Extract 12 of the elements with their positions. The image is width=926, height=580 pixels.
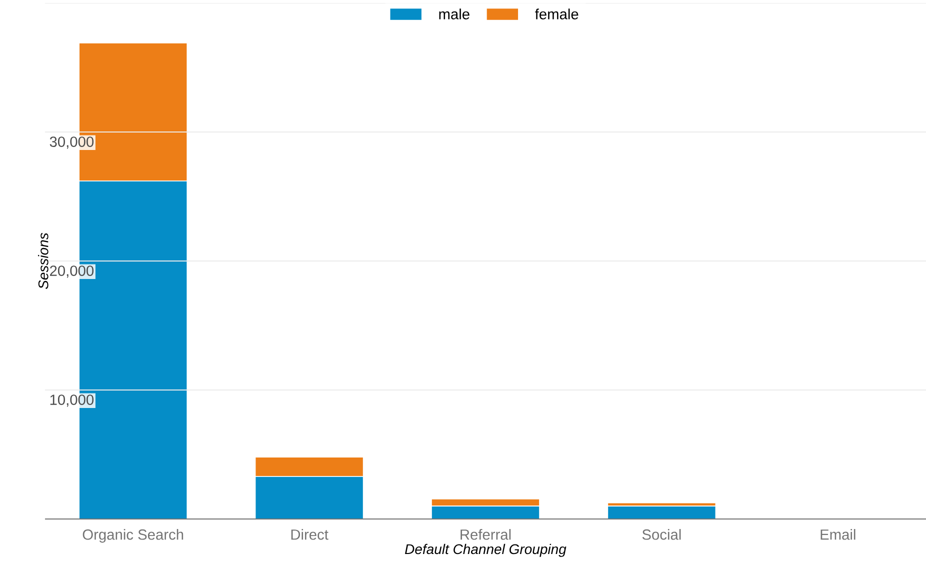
- y-tick-label: 30,000: [50, 136, 94, 149]
- x-axis-title: Default Channel Grouping: [404, 544, 566, 557]
- x-tick-label: Organic Search: [82, 529, 184, 543]
- x-tick-label: Email: [820, 529, 856, 540]
- y-axis-title: Sessions: [38, 232, 48, 289]
- x-tick-label: Direct: [291, 529, 328, 540]
- y-tick-label: 10,000: [50, 394, 94, 407]
- legend-label: female: [535, 8, 578, 20]
- y-tick-label: 20,000: [50, 266, 94, 278]
- x-tick-label: Social: [642, 529, 681, 540]
- x-tick-label: Referral: [460, 529, 511, 540]
- legend-label: male: [439, 8, 470, 20]
